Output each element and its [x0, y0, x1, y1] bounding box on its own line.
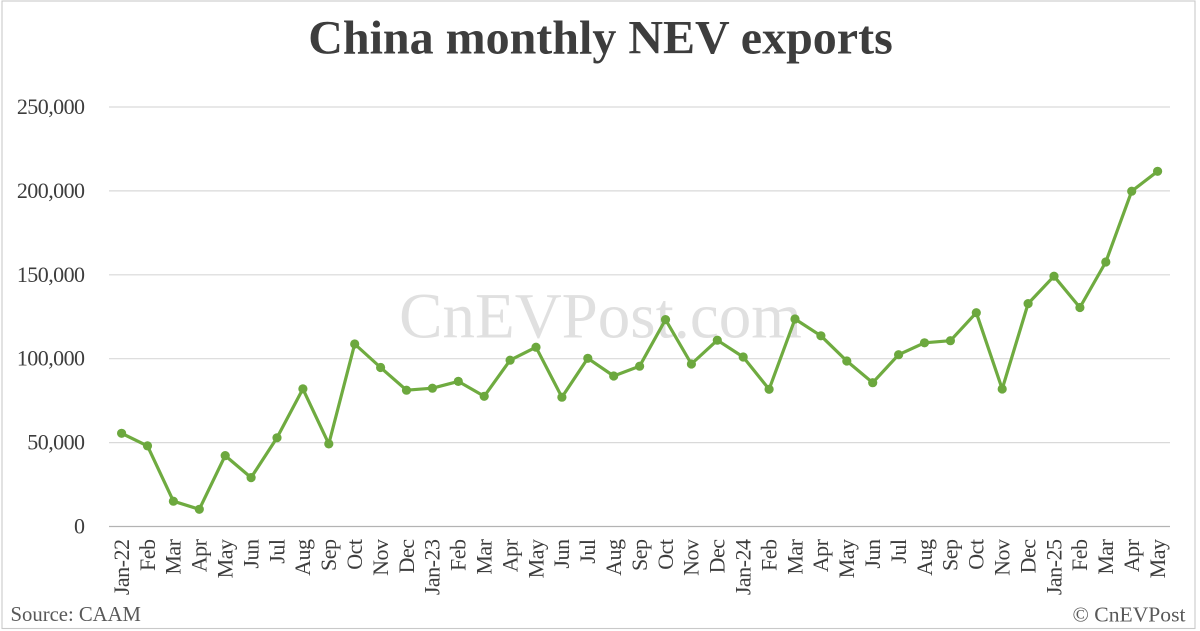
- svg-text:Jun: Jun: [860, 539, 885, 569]
- svg-text:Oct: Oct: [342, 539, 367, 570]
- svg-text:Sep: Sep: [316, 539, 341, 571]
- svg-text:Aug: Aug: [601, 539, 626, 576]
- svg-text:Apr: Apr: [187, 538, 212, 572]
- svg-text:200,000: 200,000: [17, 178, 85, 203]
- svg-text:Dec: Dec: [1015, 539, 1040, 574]
- svg-text:Jan-24: Jan-24: [731, 539, 756, 595]
- svg-text:Jan-22: Jan-22: [109, 540, 134, 596]
- svg-text:100,000: 100,000: [17, 346, 85, 371]
- svg-text:Feb: Feb: [756, 539, 781, 571]
- svg-text:0: 0: [74, 514, 85, 539]
- svg-text:Mar: Mar: [161, 538, 186, 574]
- svg-text:Feb: Feb: [446, 539, 471, 571]
- svg-text:250,000: 250,000: [17, 94, 85, 119]
- svg-text:Jul: Jul: [264, 539, 289, 564]
- svg-text:Mar: Mar: [1093, 538, 1118, 574]
- svg-text:Jun: Jun: [549, 539, 574, 569]
- svg-text:Source: CAAM: Source: CAAM: [11, 604, 141, 626]
- svg-text:Apr: Apr: [497, 538, 522, 572]
- svg-text:Dec: Dec: [705, 539, 730, 574]
- svg-text:Sep: Sep: [938, 539, 963, 571]
- svg-text:China monthly NEV exports: China monthly NEV exports: [308, 12, 893, 65]
- svg-text:50,000: 50,000: [27, 430, 85, 455]
- svg-text:Jan-23: Jan-23: [420, 539, 445, 595]
- svg-text:Jan-25: Jan-25: [1041, 539, 1066, 595]
- svg-text:Feb: Feb: [1067, 539, 1092, 571]
- svg-text:Jul: Jul: [575, 539, 600, 564]
- svg-text:Dec: Dec: [394, 539, 419, 574]
- svg-text:Mar: Mar: [782, 538, 807, 574]
- svg-text:May: May: [213, 539, 238, 578]
- svg-text:Aug: Aug: [290, 539, 315, 576]
- svg-text:Apr: Apr: [808, 538, 833, 572]
- svg-text:Nov: Nov: [990, 539, 1015, 576]
- svg-text:Sep: Sep: [627, 539, 652, 571]
- svg-text:150,000: 150,000: [17, 262, 85, 287]
- svg-text:Nov: Nov: [679, 539, 704, 576]
- svg-text:Aug: Aug: [912, 539, 937, 576]
- svg-text:Jun: Jun: [238, 539, 263, 569]
- svg-text:Nov: Nov: [368, 539, 393, 576]
- svg-text:Oct: Oct: [653, 539, 678, 570]
- svg-text:Oct: Oct: [964, 539, 989, 570]
- svg-text:May: May: [1145, 539, 1170, 578]
- svg-text:Feb: Feb: [135, 539, 160, 571]
- svg-text:Mar: Mar: [472, 538, 497, 574]
- svg-text:May: May: [834, 539, 859, 578]
- svg-text:Apr: Apr: [1119, 538, 1144, 572]
- svg-text:Jul: Jul: [886, 539, 911, 564]
- svg-text:May: May: [523, 539, 548, 578]
- svg-text:© CnEVPost: © CnEVPost: [1073, 602, 1186, 626]
- svg-text:CnEVPost.com: CnEVPost.com: [399, 280, 802, 352]
